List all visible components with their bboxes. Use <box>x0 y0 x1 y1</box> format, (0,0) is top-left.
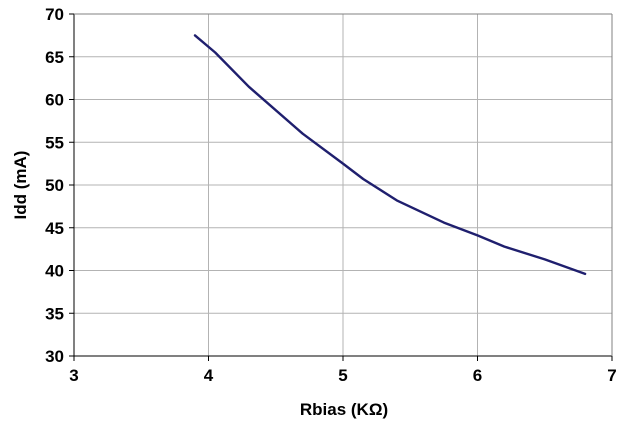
x-tick-label: 5 <box>338 366 347 385</box>
y-tick-label: 65 <box>45 48 64 67</box>
series-layer <box>193 34 587 276</box>
x-tick-label: 6 <box>473 366 482 385</box>
y-tick-label: 60 <box>45 91 64 110</box>
x-tick-label: 7 <box>607 366 616 385</box>
series-line-1 <box>193 34 587 276</box>
y-tick-label: 55 <box>45 133 64 152</box>
x-tick-label: 3 <box>69 366 78 385</box>
y-tick-label: 35 <box>45 304 64 323</box>
y-axis-title: Idd (mA) <box>11 151 30 220</box>
y-tick-label: 50 <box>45 176 64 195</box>
x-tick-label: 4 <box>204 366 214 385</box>
y-tick-label: 40 <box>45 262 64 281</box>
y-tick-label: 30 <box>45 347 64 366</box>
y-tick-label: 70 <box>45 5 64 24</box>
y-tick-label: 45 <box>45 219 64 238</box>
x-axis-title: Rbias (KΩ) <box>300 400 388 419</box>
